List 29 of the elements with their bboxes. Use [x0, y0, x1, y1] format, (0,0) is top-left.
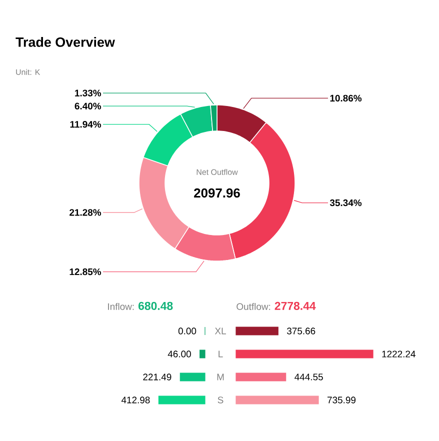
data-label: 21.28% [70, 209, 102, 216]
data-label: 375.66 [286, 328, 316, 334]
text: Inflow: [108, 303, 134, 310]
data-label: 444.55 [294, 374, 323, 380]
data-label: 35.34% [330, 199, 362, 206]
data-label: 1222.24 [382, 350, 416, 358]
text: 2778.44 [274, 302, 316, 310]
bar [236, 372, 286, 382]
data-label: 1.33% [75, 90, 102, 96]
chart-title: Trade Overview [16, 37, 115, 47]
data-label: 6.40% [74, 102, 102, 110]
series-label: Outflow: [236, 303, 270, 310]
y-tick-label: S [218, 396, 224, 404]
bar [236, 326, 278, 336]
data-label: 46.00 [168, 350, 191, 358]
data-label: 12.85% [70, 268, 102, 276]
bar [236, 396, 319, 404]
y-tick-label: L [218, 350, 223, 358]
data-label: 0.00 [178, 328, 196, 334]
text: 2097.96 [194, 188, 240, 198]
text: 680.48 [138, 302, 173, 310]
data-label: 11.94% [70, 120, 102, 128]
data-label: 735.99 [328, 396, 356, 404]
data-label: 221.49 [143, 374, 172, 380]
data-label: 10.86% [330, 94, 362, 102]
y-tick-label: M [217, 374, 224, 380]
data-label: 412.98 [121, 396, 150, 404]
bar [236, 350, 374, 358]
y-tick-label: XL [214, 328, 226, 334]
